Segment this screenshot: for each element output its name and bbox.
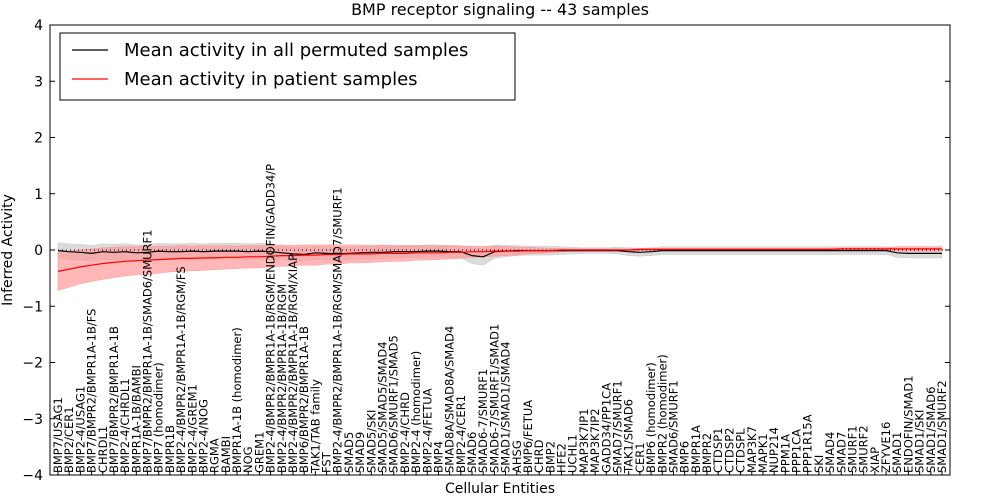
chart-title: BMP receptor signaling -- 43 samples xyxy=(351,0,649,19)
x-tick-label: BMP7/USAG1 xyxy=(51,397,65,473)
y-tick-label: −4 xyxy=(22,468,43,484)
x-tick-label: BMP2-4/BMPR2/BMPR1A-1B/RGM/SMAD7/SMURF1 xyxy=(331,187,345,473)
x-tick-label: BAMBI xyxy=(219,436,233,473)
x-tick-label: BMP4 xyxy=(432,441,446,473)
x-tick-label: BMP2-4/CHRD xyxy=(398,392,412,473)
x-tick-label: BMP2-4/NOG xyxy=(197,399,211,473)
x-tick-label: UCHL1 xyxy=(566,434,580,473)
x-tick-label: BMP2-4/USAG1 xyxy=(73,386,87,473)
x-tick-label: SKI xyxy=(812,455,826,473)
x-tick-label: TAK1/TAB family xyxy=(308,379,322,474)
x-tick-label: BMP2-4/CHRDL1 xyxy=(118,378,132,473)
line-series-1 xyxy=(57,248,942,272)
x-tick-label: XIAP xyxy=(868,447,882,473)
x-tick-label: SMAD6-7/SMURF1/SMAD1 xyxy=(487,324,501,473)
x-tick-label: FST xyxy=(320,451,334,473)
x-tick-label: SMURF2 xyxy=(857,425,871,473)
x-tick-label: SMAD1/SMAD6 xyxy=(924,387,938,473)
x-tick-label: BMP2-4/CER1 xyxy=(454,395,468,473)
x-tick-label: MAP3K7 xyxy=(745,426,759,473)
x-tick-label: GREM1 xyxy=(252,432,266,473)
x-axis-label: Cellular Entities xyxy=(445,481,555,497)
x-tick-label: BMP6 xyxy=(678,441,692,473)
x-tick-label: SMAD1/SMAD1/SMAD4 xyxy=(499,341,513,473)
x-tick-label: BMPR1B xyxy=(163,425,177,473)
x-tick-label: PPM1A xyxy=(778,434,792,473)
x-tick-label: CTDSPL xyxy=(734,428,748,473)
y-axis-label: Inferred Activity xyxy=(0,194,16,306)
y-tick-label: 1 xyxy=(34,187,43,203)
x-tick-label: BMP6 (homodimer) xyxy=(644,362,658,473)
x-tick-label: TAK1/SMAD6 xyxy=(622,399,636,474)
x-tick-label: SMAD6/SMURF1 xyxy=(666,380,680,473)
x-tick-label: BMP2-4/BMPR2/BMPR1A-1B/RGM/ENDOFIN/GADD3… xyxy=(264,164,278,473)
x-tick-label: SMAD6-7/SMURF1 xyxy=(476,369,490,473)
y-tick-label: 4 xyxy=(34,18,43,34)
x-tick-label: NOG xyxy=(241,446,255,473)
x-tick-label: BMPR1A xyxy=(689,425,703,473)
x-tick-label: MAP3K7IP1 xyxy=(577,408,591,473)
y-tick-label: 3 xyxy=(34,74,43,90)
x-tick-label: BMP7 (homodimer) xyxy=(152,362,166,473)
x-tick-label: CHRD xyxy=(532,439,546,473)
x-tick-label: RGMA xyxy=(208,438,222,473)
x-tick-label: SMAD4 xyxy=(823,432,837,473)
x-tick-label: BMP6/BMPR2/BMPR1A-1B xyxy=(297,326,311,473)
x-tick-label: SMAD1/SKI xyxy=(913,410,927,473)
legend: Mean activity in all permuted samples Me… xyxy=(59,32,516,101)
x-tick-label: BMP2-4/BMPR2/BMPR1A-1B/RGM xyxy=(275,284,289,473)
x-tick-label: MAP3K7IP2 xyxy=(588,408,602,473)
x-tick-label: BMP2/CER1 xyxy=(62,406,76,473)
x-tick-label: SMURF1 xyxy=(846,425,860,473)
x-tick-label: MAPK1 xyxy=(756,433,770,473)
x-tick-label: SMAD9 xyxy=(353,432,367,473)
x-tick-label: CER1 xyxy=(633,442,647,473)
x-tick-label: SMAD6 xyxy=(465,432,479,473)
x-tick-label: ENDOFIN/SMAD1 xyxy=(901,375,915,473)
x-tick-label: BMP7/BMPR2/BMPR1A-1B/FS xyxy=(85,309,99,473)
x-tick-label: BMP2-4/BMPR2/BMPR1A-1B/RGM/XIAP xyxy=(286,254,300,473)
x-tick-label: SMAD7 xyxy=(834,432,848,473)
x-tick-label: HFE2 xyxy=(555,443,569,473)
x-tick-label: NUP214 xyxy=(767,427,781,473)
x-tick-label: BMPR1A-1B/BAMBI xyxy=(129,365,143,473)
legend-label-permuted: Mean activity in all permuted samples xyxy=(124,40,468,61)
x-tick-label: BMP6/FETUA xyxy=(521,400,535,473)
x-tick-label: PPP1CA xyxy=(790,429,804,473)
legend-box xyxy=(59,32,516,101)
x-tick-label: BMP2-4/BMPR2/BMPR1A-1B/RGM/FS xyxy=(174,266,188,473)
x-tick-label: BMPR1A-1B (homodimer) xyxy=(230,327,244,473)
x-tick-label: SMAD5 xyxy=(342,432,356,473)
x-tick-label: BMPR2 (homodimer) xyxy=(655,354,669,473)
x-tick-label: SMAD7/SMURF1 xyxy=(611,380,625,473)
y-tick-label: 0 xyxy=(34,243,43,259)
x-tick-label: SMAD1 xyxy=(890,432,904,473)
y-tick-label: −1 xyxy=(22,299,43,315)
y-tick-label: −3 xyxy=(22,412,43,428)
x-tick-label: SMAD1/SMURF2 xyxy=(935,380,949,473)
x-tick-label: BMP7/BMPR2/BMPR1A-1B/SMAD6/SMURF1 xyxy=(141,230,155,473)
x-tick-label: SMAD6/SMURF1/SMAD5 xyxy=(387,335,401,473)
x-tick-label: ZFYVE16 xyxy=(879,422,893,473)
x-tick-label: BMP7/BMPR2/BMPR1A-1B xyxy=(107,326,121,473)
legend-label-patient: Mean activity in patient samples xyxy=(124,69,418,90)
x-tick-label: SMAD5/SKI xyxy=(364,410,378,473)
x-tick-label: SMAD5/SMAD5/SMAD4 xyxy=(376,341,390,473)
x-tick-label: BMP2-4/GREM1 xyxy=(185,384,199,473)
x-tick-label: CTDSP1 xyxy=(711,428,725,473)
y-tick-label: 2 xyxy=(34,131,43,147)
x-tick-label: BMP2-4/FETUA xyxy=(420,388,434,473)
x-tick-label: PPP1R15A xyxy=(801,414,815,473)
x-tick-label: BMP2-4 (homodimer) xyxy=(409,351,423,473)
y-tick-label: −2 xyxy=(22,356,43,372)
x-tick-label: CHRDL1 xyxy=(96,426,110,473)
x-tick-label: GADD34/PP1CA xyxy=(599,383,613,473)
x-tick-label: BMPR2 xyxy=(700,433,714,473)
x-tick-label: CTDSP2 xyxy=(722,428,736,473)
x-tick-label: AHSG xyxy=(510,440,524,473)
x-tick-label: BMP2 xyxy=(543,441,557,473)
x-tick-label: SMAD8A/SMAD8A/SMAD4 xyxy=(443,326,457,473)
